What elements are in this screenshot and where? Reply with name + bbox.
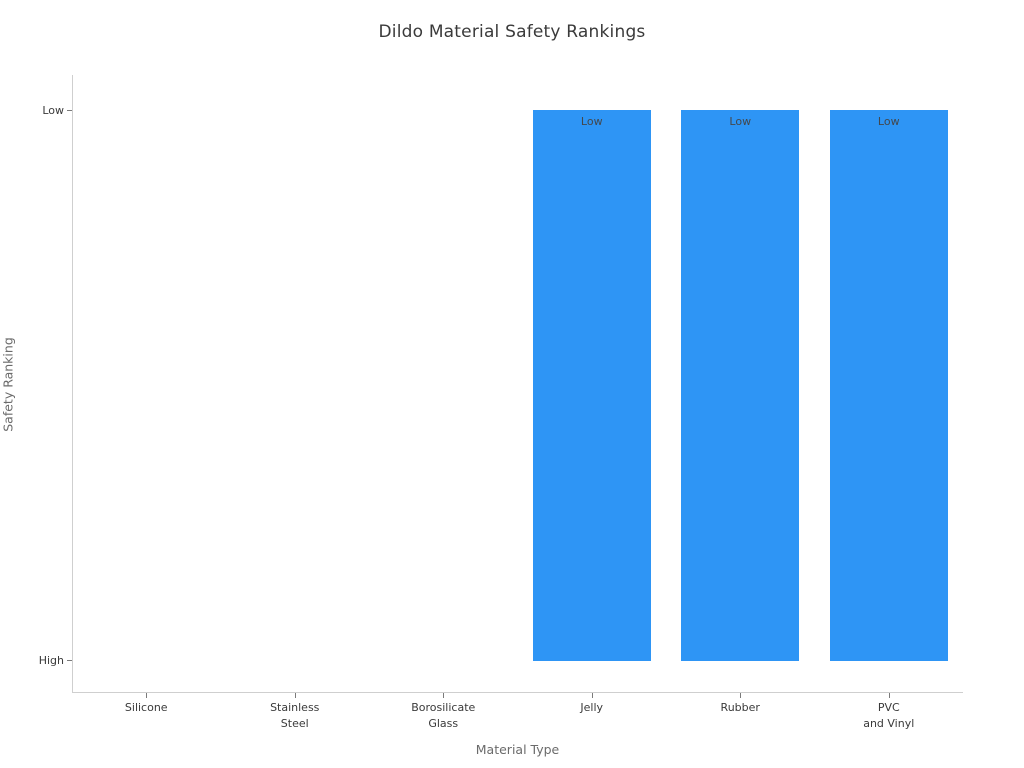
y-tick-label: High (38, 654, 64, 667)
y-axis-label: Safety Ranking (0, 337, 16, 432)
bar-pvc-and-vinyl (829, 110, 948, 661)
y-tick-label: Low (42, 104, 64, 117)
x-tick-label: PVC and Vinyl (863, 701, 915, 730)
bar-value-label: Low (877, 115, 900, 128)
x-tick-label: Silicone (124, 701, 168, 714)
x-tick-mark (888, 693, 890, 698)
x-tick-mark (294, 693, 296, 698)
bar-value-label: Low (729, 115, 752, 128)
x-axis-label: Material Type (475, 742, 560, 757)
x-tick-label: Borosilicate Glass (411, 701, 476, 730)
bar-value-label: Low (580, 115, 603, 128)
x-axis-spine (72, 692, 963, 693)
x-tick-mark (591, 693, 593, 698)
y-tick-mark (67, 110, 72, 111)
y-tick-mark (67, 660, 72, 661)
bar-rubber (681, 110, 800, 661)
x-tick-label: Jelly (580, 701, 604, 714)
x-tick-label: Rubber (720, 701, 760, 714)
x-tick-mark (740, 693, 742, 698)
y-axis-spine (72, 75, 73, 692)
x-tick-mark (146, 693, 148, 698)
x-tick-label: Stainless Steel (270, 701, 320, 730)
bar-jelly (532, 110, 651, 661)
x-tick-mark (443, 693, 445, 698)
chart-title: Dildo Material Safety Rankings (378, 22, 646, 42)
